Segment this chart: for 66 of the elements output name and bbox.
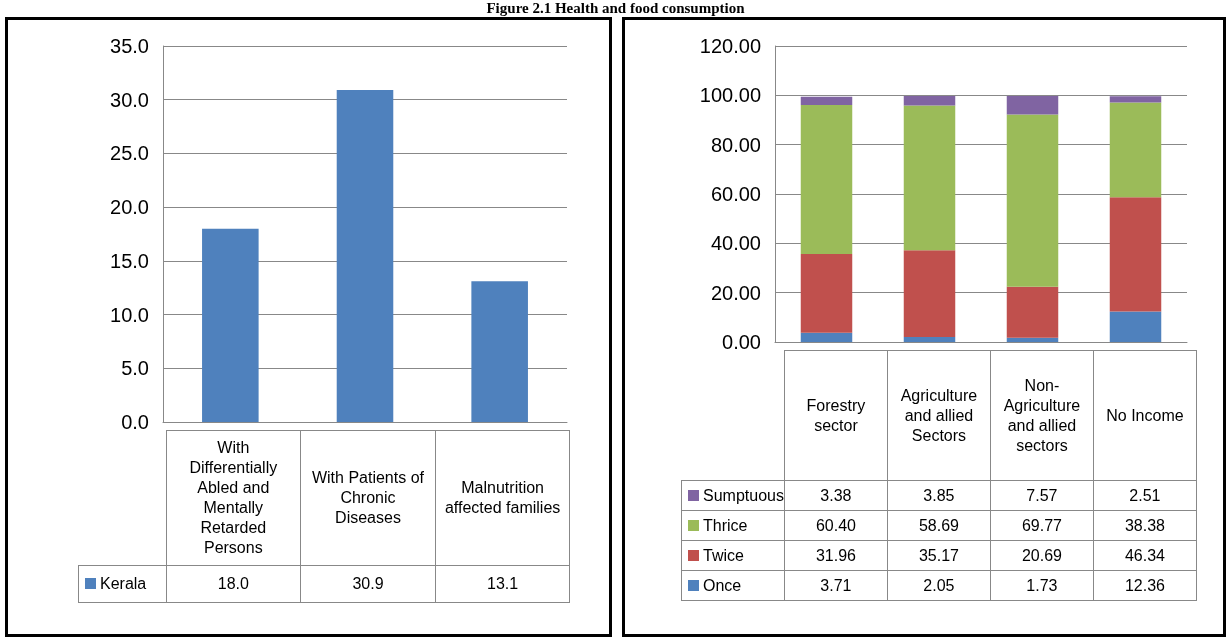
y-tick-label: 5.0	[121, 357, 149, 380]
legend-label: Kerala	[78, 565, 166, 603]
data-label: 46.34	[1093, 540, 1197, 571]
data-label: 69.77	[990, 510, 1094, 541]
x-tick-label: Forestry sector	[784, 350, 888, 481]
data-label: 12.36	[1093, 570, 1197, 601]
y-tick-label: 60.00	[710, 183, 761, 205]
legend-label: Once	[681, 570, 785, 601]
x-tick-label: Non-Agriculture and allied sectors	[990, 350, 1094, 481]
data-label: 1.73	[990, 570, 1094, 601]
data-label: 3.71	[784, 570, 888, 601]
data-label: 13.1	[435, 565, 570, 603]
data-label: 2.51	[1093, 480, 1197, 511]
x-tick-label: With Differentially Abled and Mentally Retarded Persons	[166, 430, 301, 566]
bar	[1109, 96, 1162, 103]
data-label: 18.0	[166, 565, 301, 603]
data-label: 20.69	[990, 540, 1094, 571]
y-tick-label: 80.00	[710, 133, 761, 156]
bar	[903, 95, 956, 106]
y-tick-label: 15.0	[110, 249, 149, 272]
bar	[1006, 114, 1059, 287]
bar	[800, 254, 853, 333]
bar	[202, 228, 259, 422]
bar	[903, 336, 956, 342]
y-tick-label: 100.00	[699, 84, 761, 107]
data-label: 31.96	[784, 540, 888, 571]
data-label: 35.17	[887, 540, 991, 571]
bar	[471, 281, 528, 422]
bar	[1006, 95, 1059, 115]
data-label: 60.40	[784, 510, 888, 541]
y-tick-label: 0.00	[722, 331, 761, 353]
data-label: 2.05	[887, 570, 991, 601]
text: Figure 2.1 Health and food consumption	[485, 0, 746, 17]
bar	[1109, 311, 1162, 342]
data-label: 3.38	[784, 480, 888, 511]
x-tick-label: Malnutrition affected families	[435, 430, 570, 566]
y-tick-label: 25.0	[110, 142, 149, 165]
y-tick-label: 40.00	[710, 232, 761, 255]
bar	[800, 105, 853, 255]
data-label: 3.85	[887, 480, 991, 511]
data-label: 7.57	[990, 480, 1094, 511]
y-tick-label: 120.00	[699, 35, 761, 57]
y-tick-label: 30.0	[110, 88, 149, 111]
bar	[1006, 286, 1059, 338]
bar	[1006, 337, 1059, 342]
bar	[336, 90, 394, 422]
x-tick-label: Agriculture and allied Sectors	[887, 350, 991, 481]
bar	[1109, 197, 1162, 312]
y-tick-label: 0.0	[121, 411, 149, 433]
bar	[1109, 102, 1162, 198]
x-tick-label: No Income	[1093, 350, 1197, 481]
legend-label: Sumptuous	[681, 480, 785, 511]
bar	[903, 105, 956, 251]
y-tick-label: 10.0	[110, 303, 149, 326]
bar	[800, 332, 853, 342]
legend-label: Twice	[681, 540, 785, 571]
bar	[903, 250, 956, 337]
bar	[800, 96, 853, 106]
data-label: 58.69	[887, 510, 991, 541]
data-label: 30.9	[300, 565, 436, 603]
y-tick-label: 20.00	[710, 281, 761, 304]
data-label: 38.38	[1093, 510, 1197, 541]
legend-label: Thrice	[681, 510, 785, 541]
x-tick-label: With Patients of Chronic Diseases	[300, 430, 436, 566]
y-tick-label: 35.0	[110, 35, 149, 57]
y-tick-label: 20.0	[110, 196, 149, 219]
